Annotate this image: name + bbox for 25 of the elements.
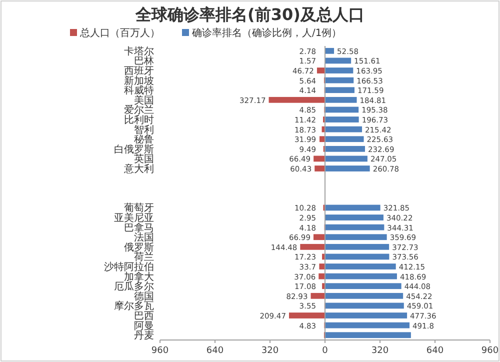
- y-tick-label: 阿曼: [134, 320, 154, 332]
- y-tick-label: 卡塔尔: [124, 45, 154, 58]
- y-tick-label: 摩尔多瓦: [114, 300, 154, 312]
- y-tick-label: 亚美尼亚: [114, 212, 154, 224]
- y-tick-label: 西班牙: [124, 65, 154, 77]
- y-tick-label: 比利时: [124, 114, 154, 126]
- y-tick-label: 意大利: [123, 163, 154, 175]
- y-tick-label: 荷兰: [134, 251, 154, 264]
- y-tick-label: 德国: [134, 291, 154, 302]
- y-tick-label: 智利: [134, 124, 154, 136]
- y-tick-label: 厄瓜多尔: [114, 280, 154, 293]
- legend-label: 确诊率排名（确诊比例，人/1例）: [191, 27, 342, 39]
- y-tick-label: 白俄罗斯: [114, 143, 154, 156]
- legend-label: 总人口（百万人）: [79, 27, 160, 39]
- chart-title: 全球确诊率排名(前30)及总人口: [134, 5, 364, 24]
- y-tick-label: 沙特阿拉伯: [104, 261, 154, 273]
- y-tick-label: 俄罗斯: [124, 241, 154, 254]
- x-tick-label: 960: [481, 346, 499, 356]
- x-tick-label: 0: [322, 346, 328, 356]
- y-tick-label: 美国: [134, 94, 154, 106]
- x-tick-label: 320: [371, 346, 389, 356]
- y-tick-label: 巴西: [134, 311, 154, 322]
- y-tick-label: 巴拿马: [124, 222, 154, 234]
- y-tick-label: 丹麦: [134, 330, 154, 342]
- x-tick-label: 640: [426, 346, 444, 356]
